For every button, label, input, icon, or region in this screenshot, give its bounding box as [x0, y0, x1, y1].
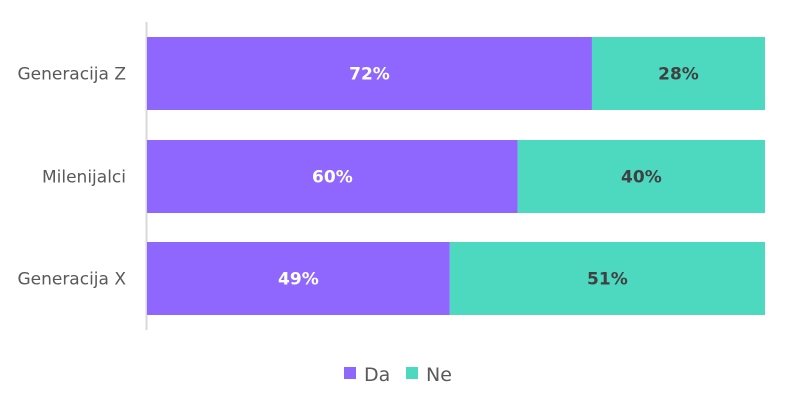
- bar-ne: [517, 140, 765, 213]
- bar-da: [147, 242, 450, 315]
- data-label: 28%: [658, 65, 699, 85]
- bar-da: [147, 37, 592, 110]
- bar-da: [147, 140, 518, 213]
- category-label: Generacija Z: [17, 65, 126, 85]
- data-label: 60%: [312, 168, 353, 188]
- category-label: Milenijalci: [42, 168, 126, 188]
- category-label: Generacija X: [17, 270, 126, 290]
- data-label: 72%: [349, 65, 390, 85]
- data-label: 51%: [587, 270, 628, 290]
- legend-swatch-ne: [406, 367, 418, 379]
- legend-swatch-da: [344, 367, 356, 379]
- legend-label: Da: [364, 364, 390, 386]
- bar-ne: [449, 242, 765, 315]
- bar-ne: [591, 37, 765, 110]
- legend-label: Ne: [426, 364, 452, 386]
- data-label: 49%: [278, 270, 319, 290]
- data-label: 40%: [621, 168, 662, 188]
